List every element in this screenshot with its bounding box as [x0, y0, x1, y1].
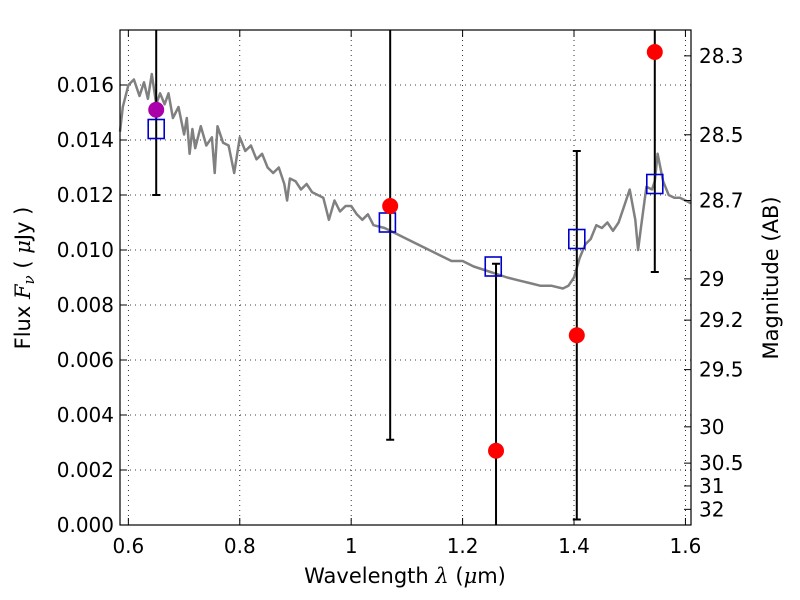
right-tick-label: 28.5: [699, 123, 744, 147]
x-tick-label: 1.6: [670, 534, 702, 558]
model-spectrum-layer: [118, 72, 692, 290]
synthetic-flux-marker: [645, 173, 664, 195]
y-tick-label: 0.006: [57, 348, 114, 372]
y-axis-F: F: [11, 283, 35, 300]
y-tick-label: 0.014: [57, 128, 114, 152]
y-axis-ticks: 0.000 0.002 0.004 0.006 0.008 0.010 0.012 0.014…: [57, 73, 127, 537]
observed-flux-point: [646, 44, 663, 60]
synthetic-flux-marker: [484, 256, 503, 277]
y-tick-label: 0.002: [57, 458, 114, 482]
observed-flux-point: [148, 101, 165, 118]
right-tick-label: 31: [699, 474, 724, 498]
y-tick-label: 0.008: [57, 293, 114, 317]
right-tick-label: 30: [699, 415, 724, 439]
right-tick-label: 28.7: [699, 189, 744, 213]
right-tick-label: 29.2: [699, 308, 744, 332]
observed-flux-point: [568, 327, 585, 344]
right-tick-label: 28.3: [699, 44, 744, 68]
right-tick-label: 29: [699, 267, 724, 291]
x-tick-label: 1.2: [447, 534, 479, 558]
y-axis-label-text: Flux: [11, 299, 35, 349]
x-tick-label: 0.6: [112, 534, 144, 558]
y-tick-label: 0.004: [57, 403, 114, 427]
y-tick-label: 0.000: [57, 513, 114, 537]
y-tick-label: 0.012: [57, 183, 114, 207]
y-axis-unit: Jy ): [11, 207, 35, 243]
observed-flux-layer: [148, 44, 663, 459]
x-tick-label: 0.8: [224, 534, 256, 558]
right-axis-label: Magnitude (AB): [759, 196, 783, 359]
x-axis-mu: μ: [464, 564, 478, 588]
grid-lines: [120, 30, 691, 526]
observed-flux-point: [382, 198, 399, 214]
synthetic-flux-marker: [147, 118, 166, 140]
y-tick-label: 0.010: [57, 238, 114, 262]
plot-background: [120, 30, 691, 525]
x-tick-label: 1: [345, 534, 358, 558]
y-axis-nu: ν: [20, 275, 38, 284]
y-axis-label: Flux Fν ( μJy ): [11, 207, 38, 350]
right-tick-label: 30.5: [699, 451, 744, 475]
y-axis-mu: μ: [11, 240, 35, 254]
y-tick-label: 0.016: [57, 73, 114, 97]
x-axis-label: Wavelength λ (μm): [304, 564, 506, 588]
right-tick-label: 32: [699, 497, 724, 521]
synthetic-flux-marker: [567, 228, 586, 250]
x-axis-lambda: λ: [434, 564, 448, 588]
observed-flux-point: [488, 442, 505, 459]
right-tick-label: 29.5: [699, 358, 744, 382]
x-axis-ticks: 0.6 0.8 1 1.2 1.4 1.6: [112, 30, 701, 558]
plot-frame: [119, 29, 692, 526]
x-axis-unit-close: m): [477, 564, 506, 588]
y-axis-paren: (: [11, 254, 35, 276]
x-axis-unit: (: [449, 564, 464, 588]
x-tick-label: 1.4: [558, 534, 590, 558]
model-spectrum-line: [118, 72, 692, 290]
x-axis-label-text: Wavelength: [304, 564, 435, 588]
